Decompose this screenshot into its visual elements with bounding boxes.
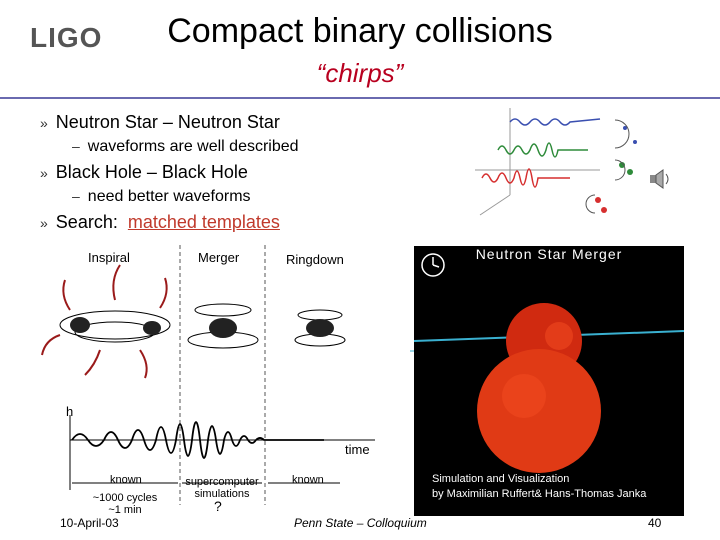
subbullet-need-waveforms: – need better waveforms <box>72 188 251 206</box>
supercomputer-label: supercomputer simulations <box>185 476 259 500</box>
title-rule <box>0 97 720 99</box>
known-right-label: known <box>292 474 324 486</box>
bullet-bh-bh: » Black Hole – Black Hole <box>40 162 248 183</box>
subbullet-text: need better waveforms <box>87 188 251 205</box>
simulation-title: Neutron Star Merger <box>475 246 623 262</box>
known-left-label: known <box>110 474 142 486</box>
bullet-text: Search: <box>55 212 118 232</box>
footer-page-number: 40 <box>648 516 662 530</box>
axis-label-time: time <box>345 442 370 457</box>
subbullet-text: waveforms are well described <box>87 138 299 155</box>
ligo-logo: LIGO <box>30 22 103 53</box>
credit-line-2: by Maximilian Ruffert& Hans-Thomas Janka <box>432 488 647 500</box>
bullet-text: Neutron Star – Neutron Star <box>55 112 280 132</box>
phase-label-ringdown: Ringdown <box>286 252 344 267</box>
speaker-icon[interactable] <box>648 168 674 190</box>
phase-label-merger: Merger <box>198 250 240 265</box>
link-line <box>0 340 414 352</box>
bullet-marker: » <box>40 165 48 181</box>
bullet-search: » Search: matched templates <box>40 212 280 233</box>
slide-title: Compact binary collisions <box>167 12 553 50</box>
matched-templates-link[interactable]: matched templates <box>127 212 280 232</box>
footer-center: Penn State – Colloquium <box>294 516 427 530</box>
simulation-credit: Simulation and Visualization by Maximili… <box>432 472 646 502</box>
bullet-ns-ns: » Neutron Star – Neutron Star <box>40 112 280 133</box>
bullet-marker: » <box>40 115 48 131</box>
binary-waveform-diagram <box>41 245 375 505</box>
cycles-label: ~1000 cycles ~1 min <box>92 492 158 516</box>
phase-label-inspiral: Inspiral <box>88 250 130 265</box>
clock-icon <box>421 253 445 277</box>
footer-date: 10-April-03 <box>60 516 119 530</box>
credit-line-1: Simulation and Visualization <box>432 473 570 485</box>
subbullet-marker: – <box>72 138 80 154</box>
bullet-marker: » <box>40 215 48 231</box>
subbullet-marker: – <box>72 188 80 204</box>
waveform-sketch <box>475 108 637 216</box>
simulation-panel <box>413 246 685 516</box>
axis-label-h: h <box>66 404 74 419</box>
slide-subtitle: “chirps” <box>316 58 404 88</box>
merger-visual <box>413 303 685 473</box>
question-mark: ? <box>214 498 222 514</box>
bullet-text: Black Hole – Black Hole <box>55 162 248 182</box>
subbullet-waveforms-described: – waveforms are well described <box>72 138 299 156</box>
